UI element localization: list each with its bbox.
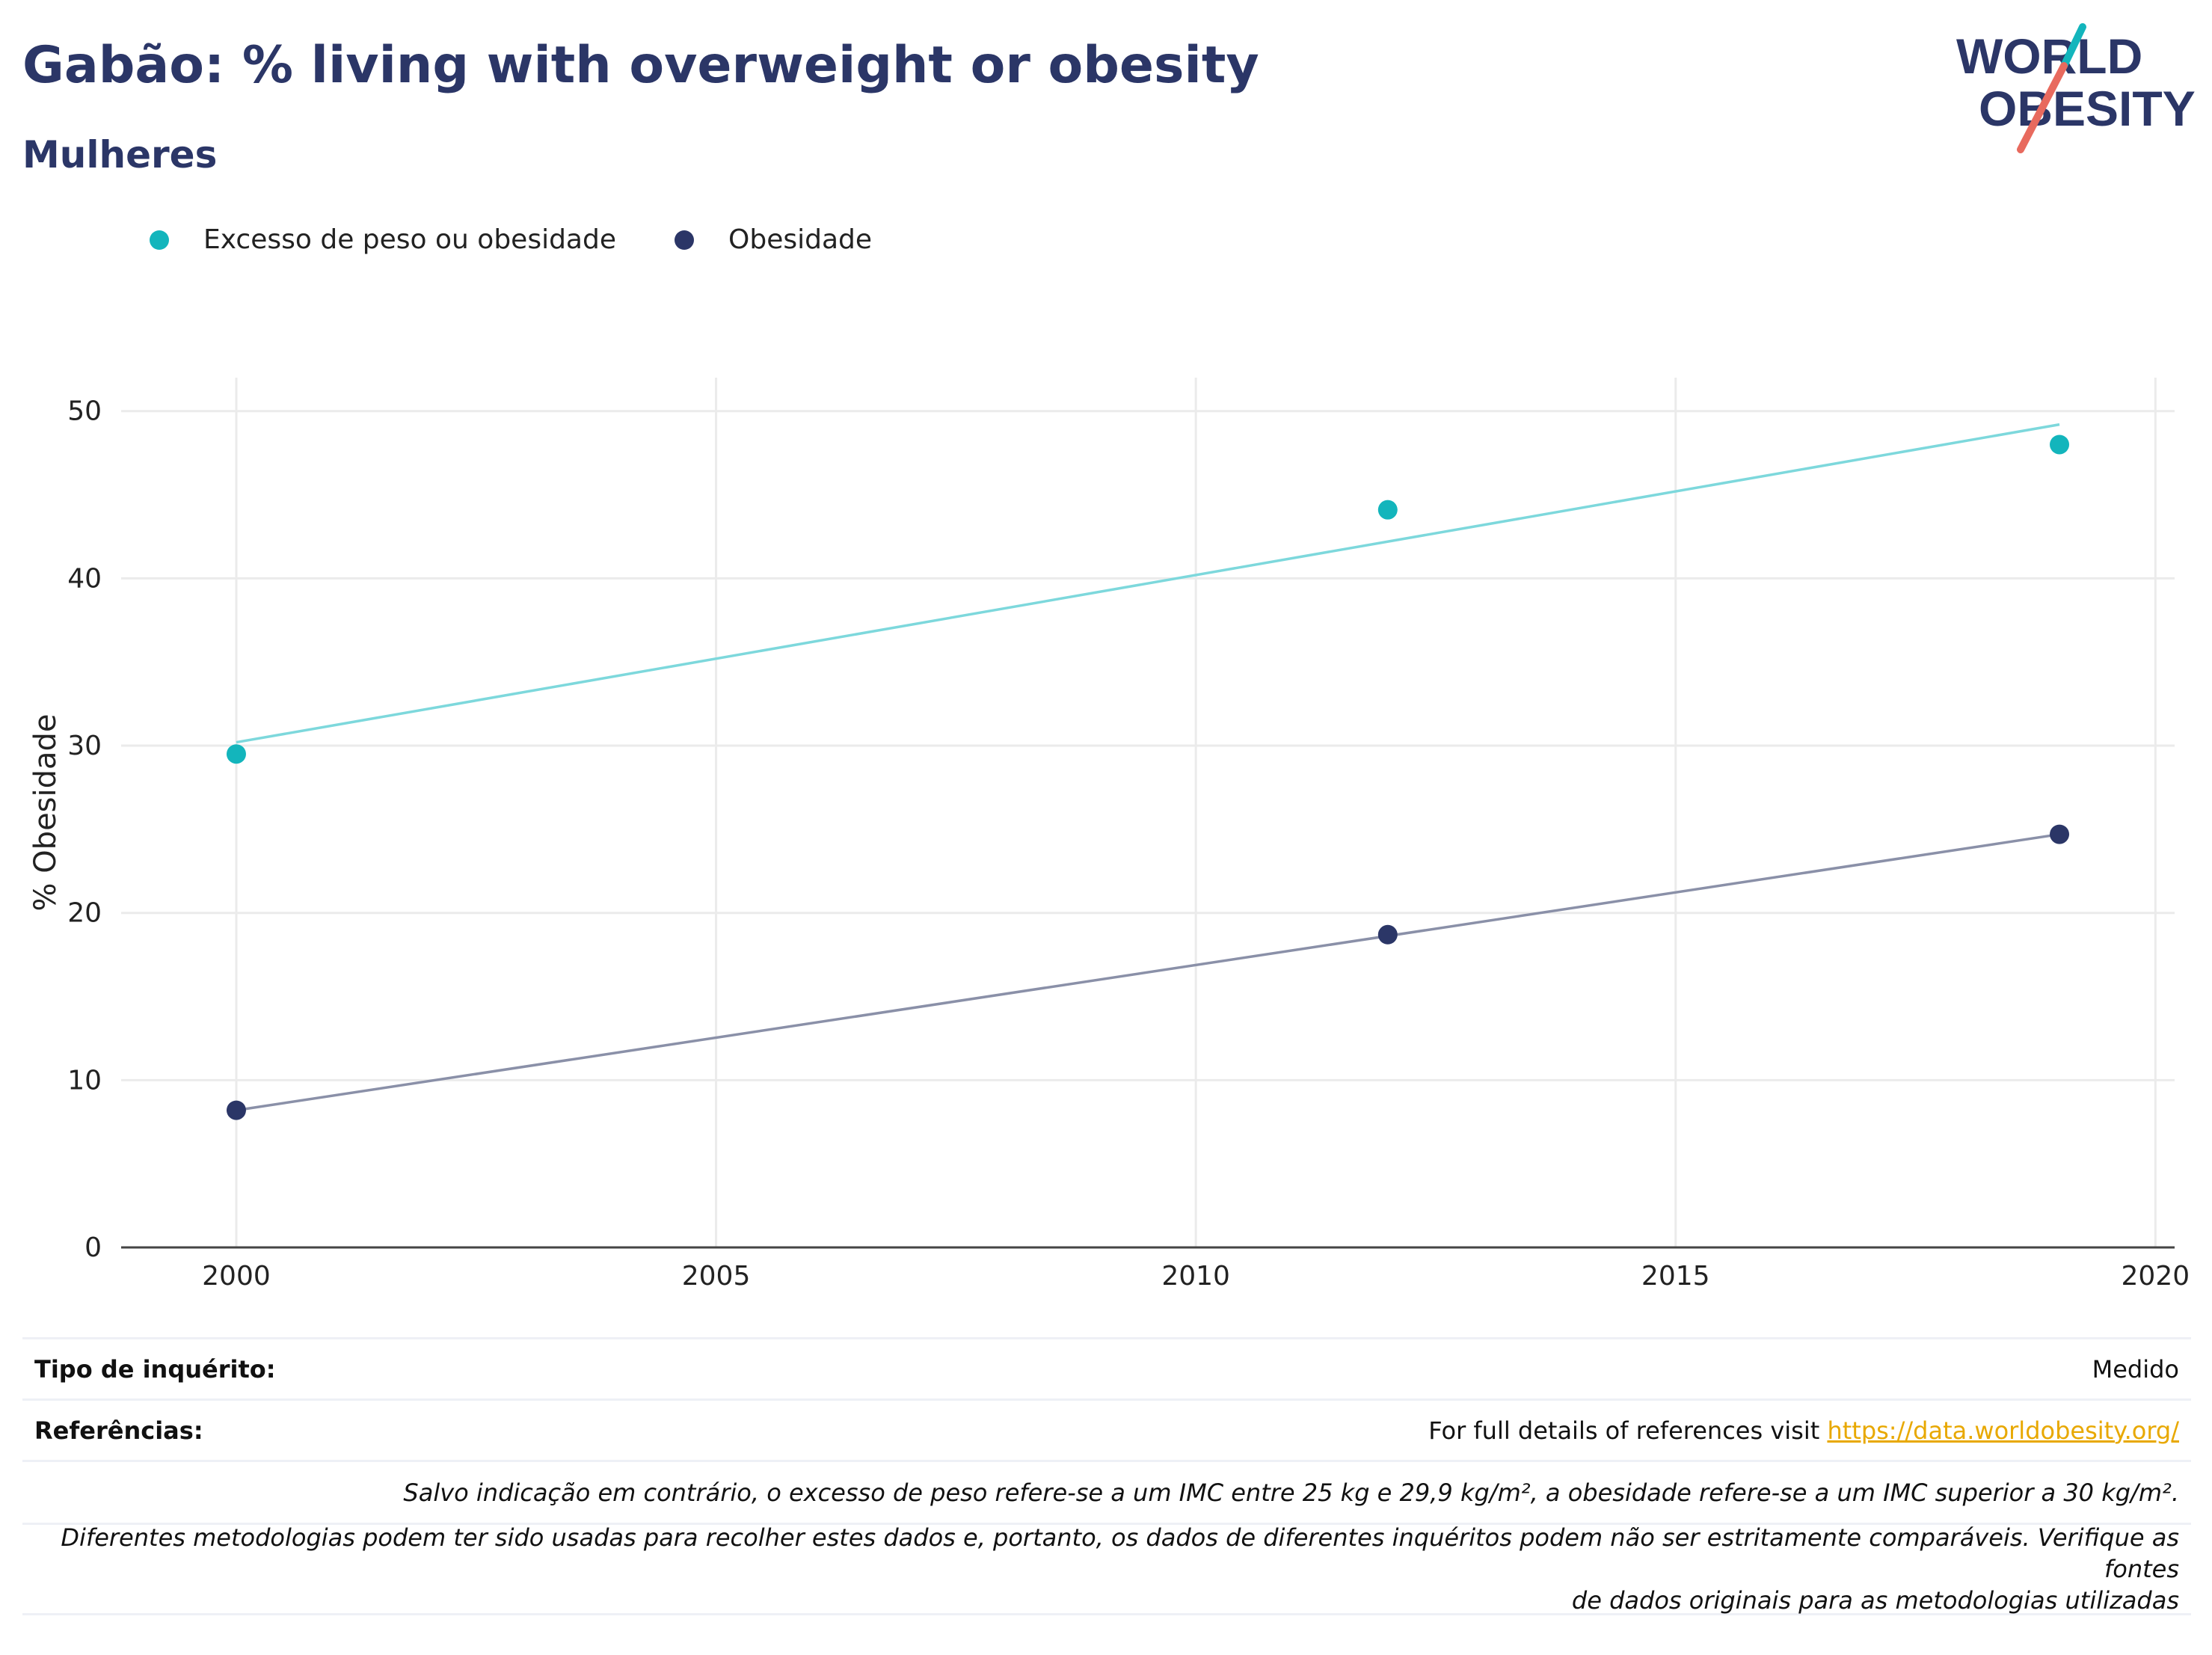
methodology-note-line2: de dados originais para as metodologias …	[1571, 1586, 2179, 1615]
data-point-obesity-2000	[226, 1100, 246, 1120]
legend-label-overweight: Excesso de peso ou obesidade	[203, 224, 616, 255]
x-tick-label-2020: 2020	[2122, 1261, 2190, 1292]
methodology-note-line1: Diferentes metodologias podem ter sido u…	[61, 1523, 2179, 1583]
y-tick-label-30: 30	[67, 731, 102, 761]
logo-text-obesity: OBESITY	[1979, 81, 2196, 136]
logo-slash-red	[2017, 62, 2068, 153]
chart-legend: Excesso de peso ou obesidade Obesidade	[150, 224, 930, 255]
data-point-overweight-2000	[226, 744, 246, 764]
footer-row-note1: Salvo indicação em contrário, o excesso …	[22, 1460, 2191, 1523]
logo-text-world: WORLD	[1956, 28, 2142, 84]
legend-dot-overweight	[150, 230, 169, 250]
world-obesity-logo: WORLD OBESITY	[1956, 23, 2196, 153]
footer-row-note2: Diferentes metodologias podem ter sido u…	[22, 1523, 2191, 1615]
footer-table: Tipo de inquérito: Medido Referências: F…	[22, 1337, 2191, 1615]
chart-title: Gabão: % living with overweight or obesi…	[22, 36, 1259, 95]
survey-type-value: Medido	[2092, 1354, 2179, 1384]
references-text-wrap: For full details of references visit htt…	[1428, 1416, 2179, 1445]
x-tick-label-2000: 2000	[202, 1261, 271, 1292]
y-axis-label: % Obesidade	[28, 713, 63, 911]
x-tick-label-2010: 2010	[1161, 1261, 1230, 1292]
survey-type-label: Tipo de inquérito:	[34, 1354, 276, 1384]
definition-note: Salvo indicação em contrário, o excesso …	[403, 1478, 2179, 1507]
trendline-overweight	[236, 423, 2060, 744]
data-point-overweight-2012	[1377, 500, 1398, 520]
data-point-obesity-2012	[1377, 924, 1398, 945]
y-tick-label-50: 50	[67, 396, 102, 427]
references-label: Referências:	[34, 1416, 203, 1445]
logo-slash-teal	[2060, 23, 2086, 70]
y-tick-label-0: 0	[85, 1232, 102, 1263]
y-tick-label-10: 10	[67, 1065, 102, 1096]
x-tick-label-2005: 2005	[682, 1261, 751, 1292]
chart-subtitle: Mulheres	[22, 133, 218, 176]
legend-label-obesity: Obesidade	[728, 224, 873, 255]
y-tick-label-40: 40	[67, 563, 102, 594]
legend-item-obesity[interactable]: Obesidade	[675, 224, 872, 255]
trendline-obesity	[236, 832, 2060, 1112]
references-link[interactable]: https://data.worldobesity.org/	[1827, 1416, 2179, 1445]
footer-row-references: Referências: For full details of referen…	[22, 1398, 2191, 1460]
legend-dot-obesity	[675, 230, 694, 250]
data-point-overweight-2019	[2050, 435, 2070, 455]
x-tick-label-2015: 2015	[1641, 1261, 1710, 1292]
footer-row-survey: Tipo de inquérito: Medido	[22, 1337, 2191, 1398]
legend-item-overweight[interactable]: Excesso de peso ou obesidade	[150, 224, 616, 255]
chart-plot: 2000 2005 2010 2015 2020 0 10 20 30 40 50 % Obesida…	[28, 378, 2190, 1292]
y-tick-label-20: 20	[67, 898, 102, 929]
methodology-note: Diferentes metodologias podem ter sido u…	[34, 1522, 2179, 1616]
references-text: For full details of references visit	[1428, 1416, 1828, 1445]
data-point-obesity-2019	[2050, 824, 2070, 844]
